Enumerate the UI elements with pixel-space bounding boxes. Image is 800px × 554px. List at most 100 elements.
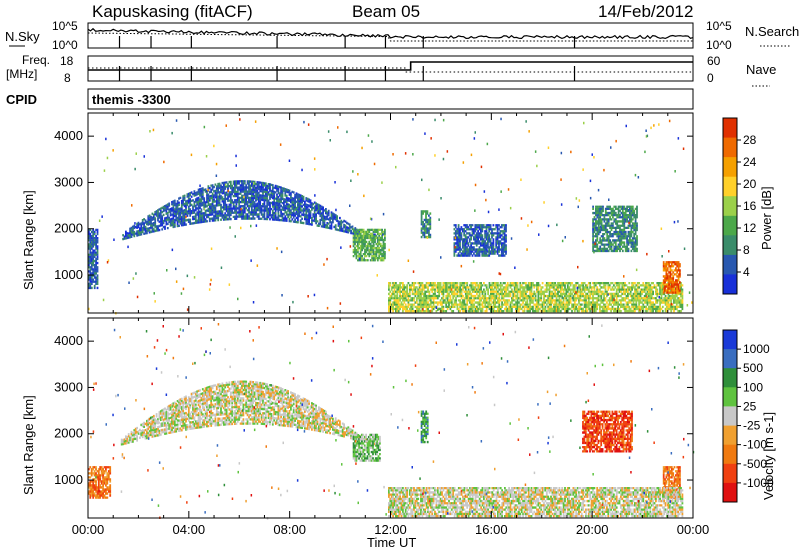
velocity-cells (374, 433, 377, 460)
velocity-cells (319, 407, 322, 429)
velocity-cells (530, 489, 533, 507)
velocity-cells (400, 491, 403, 518)
velocity-cells (438, 493, 441, 513)
power-cells (429, 212, 432, 228)
power-echo (412, 153, 414, 156)
velocity-cells (582, 414, 584, 453)
velocity-cells (666, 466, 669, 499)
velocity-cells (354, 431, 357, 434)
power-cells (246, 205, 249, 220)
velocity-cells (157, 428, 159, 431)
velocity-echo (185, 435, 187, 439)
velocity-cells (617, 441, 619, 453)
velocity-cells (90, 486, 93, 497)
power-echo (583, 121, 585, 125)
velocity-cells (280, 387, 282, 427)
velocity-cells (158, 431, 161, 435)
velocity-cells (150, 425, 152, 436)
power-cells (587, 297, 590, 300)
power-cells (384, 234, 386, 238)
power-echo (209, 283, 212, 286)
velocity-cells (285, 389, 288, 425)
velocity-echo (586, 372, 588, 375)
velocity-echo (555, 393, 557, 397)
power-cells (422, 210, 424, 226)
velocity-cells (655, 491, 657, 503)
velocity-cells (599, 508, 601, 516)
velocity-cells (509, 493, 512, 518)
velocity-cells (187, 396, 190, 429)
power-echo (225, 124, 227, 127)
power-cells (660, 282, 663, 304)
velocity-echo (105, 423, 107, 426)
power-cells (505, 226, 507, 255)
power-echo (637, 176, 640, 179)
velocity-cells (325, 418, 327, 428)
velocity-cells (197, 393, 200, 423)
power-cells (466, 282, 469, 306)
velocity-cells (585, 487, 587, 516)
velocity-echo (408, 427, 410, 430)
velocity-echo (238, 462, 241, 465)
velocity-echo (328, 489, 330, 492)
velocity-echo (411, 466, 413, 469)
power-cells (578, 290, 580, 311)
velocity-cells (583, 414, 586, 434)
power-cells (422, 221, 424, 237)
velocity-cells (173, 411, 176, 427)
velocity-echo (334, 491, 336, 495)
power-cells (130, 229, 133, 234)
velocity-echo (689, 486, 691, 490)
velocity-echo (121, 453, 124, 456)
power-cells (616, 207, 619, 253)
power-echo (171, 131, 173, 135)
power-cells (611, 282, 614, 311)
power-cells (189, 208, 192, 223)
power-cells (595, 218, 597, 246)
velocity-cells (477, 487, 480, 511)
power-echo (337, 126, 339, 129)
velocity-cells (404, 495, 407, 518)
power-echo (593, 250, 595, 254)
power-echo (213, 144, 215, 148)
power-cells (664, 265, 666, 282)
velocity-echo (135, 399, 137, 402)
power-echo (575, 197, 578, 200)
power-cells (641, 288, 643, 291)
velocity-cells (263, 397, 266, 423)
time-tick-label: 12:00 (374, 522, 407, 537)
power-echo (392, 153, 394, 156)
power-echo (307, 123, 310, 126)
velocity-cells (220, 390, 222, 426)
power-cells (633, 211, 636, 253)
velocity-cells (579, 502, 582, 507)
power-cells (527, 307, 530, 311)
velocity-echo (333, 484, 335, 488)
power-echo (628, 221, 630, 225)
velocity-cells (231, 385, 234, 411)
velocity-echo (350, 436, 353, 440)
power-echo (485, 198, 487, 202)
velocity-echo (552, 435, 554, 439)
velocity-echo (348, 339, 350, 343)
power-cells (318, 222, 320, 225)
power-cells (466, 284, 469, 300)
velocity-cells (424, 508, 427, 511)
power-cells (487, 288, 489, 306)
power-echo (292, 300, 294, 304)
power-cells (288, 203, 291, 221)
velocity-cells (109, 480, 112, 495)
power-echo (101, 215, 103, 218)
power-echo (289, 215, 291, 218)
power-cells (298, 200, 301, 218)
velocity-ytick-label: 3000 (54, 379, 83, 394)
velocity-cells (100, 466, 103, 495)
velocity-cells (491, 499, 494, 503)
time-tick-label: 00:00 (677, 522, 710, 537)
velocity-echo (474, 391, 476, 394)
power-cells (431, 288, 434, 313)
power-cells (523, 292, 526, 311)
power-echo (661, 255, 663, 258)
power-echo (346, 130, 348, 134)
power-echo (674, 170, 676, 173)
